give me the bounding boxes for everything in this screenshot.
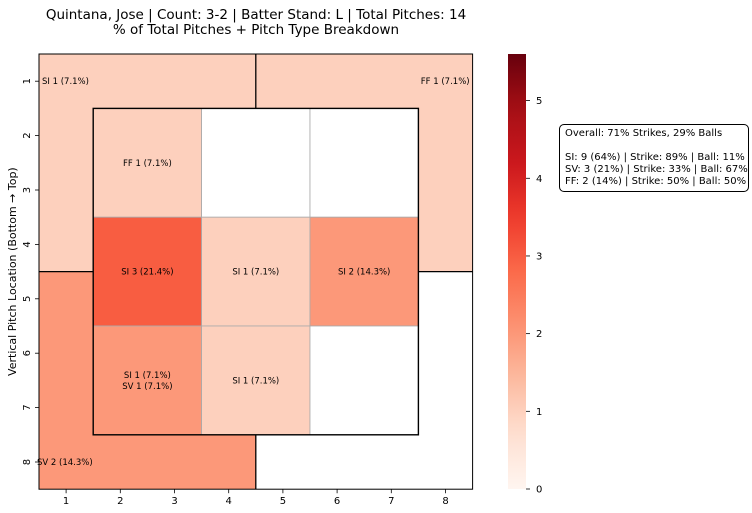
cell-label-6: SI 2 (14.3%) bbox=[338, 268, 390, 278]
colorbar-tick-label-5: 5 bbox=[536, 96, 542, 107]
pitch-summary-box: Overall: 71% Strikes, 29% Balls SI: 9 (6… bbox=[559, 124, 749, 192]
x-tick-label-6: 6 bbox=[334, 496, 340, 507]
cell-label-3: FF 1 (7.1%) bbox=[123, 159, 172, 169]
x-tick-label-4: 4 bbox=[226, 496, 232, 507]
y-tick-label-4: 4 bbox=[22, 241, 33, 247]
chart-subtitle: % of Total Pitches + Pitch Type Breakdow… bbox=[112, 22, 400, 38]
y-tick-label-5: 5 bbox=[22, 296, 33, 302]
y-tick-label-3: 3 bbox=[22, 187, 33, 193]
plot-frame bbox=[38, 53, 474, 490]
cell-label-8: SI 1 (7.1%) bbox=[232, 376, 279, 386]
cell-label-9: SV 2 (14.3%) bbox=[37, 458, 93, 468]
x-tick-label-5: 5 bbox=[280, 496, 286, 507]
overall-summary: Overall: 71% Strikes, 29% Balls bbox=[565, 128, 723, 139]
pitch-type-line-ff: FF: 2 (14%) | Strike: 50% | Ball: 50% bbox=[565, 176, 747, 187]
y-tick-label-2: 2 bbox=[22, 132, 33, 138]
zone-cell-2 bbox=[201, 108, 311, 218]
colorbar bbox=[508, 54, 526, 489]
strike-zone-border bbox=[92, 107, 420, 436]
colorbar-tick-label-3: 3 bbox=[536, 251, 542, 262]
y-tick-label-8: 8 bbox=[22, 459, 33, 465]
zone-cell-3 bbox=[309, 108, 419, 218]
colorbar-tick-label-4: 4 bbox=[536, 174, 542, 185]
y-tick-label-1: 1 bbox=[22, 78, 33, 84]
cell-label-5: SI 1 (7.1%) bbox=[232, 268, 279, 278]
cell-label-1: SI 1 (7.1%) bbox=[42, 77, 89, 87]
y-axis-label: Vertical Pitch Location (Bottom → Top) bbox=[6, 167, 19, 376]
colorbar-tick-label-0: 0 bbox=[536, 485, 542, 496]
cell-label-7: SI 1 (7.1%) SV 1 (7.1%) bbox=[122, 371, 172, 392]
x-tick-label-1: 1 bbox=[63, 496, 69, 507]
colorbar-tick-label-1: 1 bbox=[536, 407, 542, 418]
colorbar-tick-label-2: 2 bbox=[536, 329, 542, 340]
cell-label-4: SI 3 (21.4%) bbox=[121, 268, 173, 278]
x-tick-label-3: 3 bbox=[171, 496, 177, 507]
zone-cell-6 bbox=[309, 216, 419, 327]
x-tick-label-7: 7 bbox=[388, 496, 394, 507]
y-tick-label-7: 7 bbox=[22, 404, 33, 410]
pitch-type-line-si: SI: 9 (64%) | Strike: 89% | Ball: 11% bbox=[565, 152, 745, 163]
pitch-type-line-sv: SV: 3 (21%) | Strike: 33% | Ball: 67% bbox=[565, 164, 748, 175]
zone-cell-9 bbox=[309, 325, 419, 436]
zone-cell-8 bbox=[201, 325, 311, 436]
x-tick-label-8: 8 bbox=[442, 496, 448, 507]
zone-cell-1 bbox=[92, 108, 202, 218]
x-tick-label-2: 2 bbox=[117, 496, 123, 507]
chart-title: Quintana, Jose | Count: 3-2 | Batter Sta… bbox=[45, 7, 467, 23]
y-tick-label-6: 6 bbox=[22, 350, 33, 356]
cell-label-2: FF 1 (7.1%) bbox=[421, 77, 470, 87]
zone-cell-4 bbox=[92, 216, 202, 327]
